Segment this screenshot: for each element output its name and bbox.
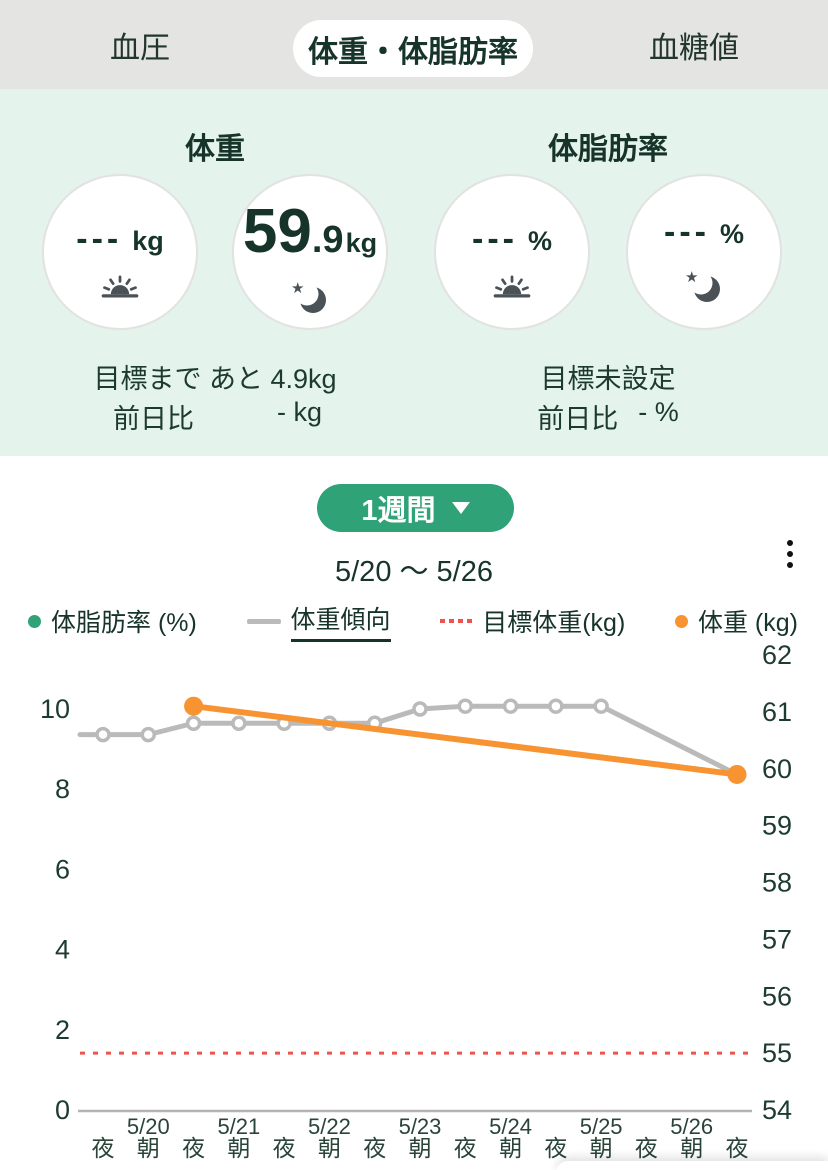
legend-item-weight[interactable]: 体重 (kg) [674, 603, 798, 639]
svg-text:5/22: 5/22 [308, 1114, 351, 1139]
bodyfat-legend-dot-icon [28, 614, 41, 628]
weight-morning-value: --- kg [76, 219, 164, 258]
svg-text:夜: 夜 [182, 1135, 205, 1161]
svg-text:56: 56 [762, 981, 792, 1011]
bodyfat-goal-status: 目標未設定 [540, 364, 676, 394]
weight-legend-dot-icon [674, 614, 688, 628]
svg-text:朝: 朝 [227, 1135, 250, 1161]
bodyfat-night-circle[interactable]: --- % ★ [626, 174, 782, 330]
svg-text:5/26: 5/26 [670, 1114, 713, 1139]
bodyfat-morning-circle[interactable]: --- % [434, 174, 590, 330]
dropdown-triangle-icon [451, 502, 470, 514]
moon-star-icon: ★ [291, 280, 326, 313]
weight-bodyfat-chart: 10 8 6 4 2 0 62 61 60 59 58 57 56 55 54 夜 5/20 朝夜 5/21 朝夜 5/… [0, 640, 828, 1170]
legend-item-bodyfat[interactable]: 体脂肪率 (%) [28, 603, 197, 639]
bottom-sheet-edge [556, 1161, 828, 1170]
sunrise-icon [101, 274, 139, 297]
svg-text:2: 2 [55, 1015, 70, 1045]
svg-text:5/23: 5/23 [399, 1114, 442, 1139]
sunrise-icon [493, 274, 531, 297]
weight-prev-day-value: - kg [276, 397, 322, 427]
weight-prev-day-label: 前日比 [113, 404, 194, 434]
tab-blood-pressure[interactable]: 血圧 [110, 31, 170, 65]
svg-text:5/20: 5/20 [127, 1114, 170, 1139]
svg-text:夜: 夜 [454, 1135, 477, 1161]
date-range-label: 5/20 〜 5/26 [335, 556, 493, 588]
svg-text:57: 57 [762, 924, 792, 954]
svg-text:朝: 朝 [408, 1135, 431, 1161]
period-selector-button[interactable]: 1週間 [317, 484, 514, 532]
svg-text:54: 54 [762, 1095, 792, 1125]
svg-text:夜: 夜 [273, 1135, 296, 1161]
bodyfat-prev-day-value: - % [638, 397, 679, 427]
svg-text:朝: 朝 [137, 1135, 160, 1161]
legend-label: 体脂肪率 (%) [51, 609, 197, 637]
svg-text:夜: 夜 [92, 1135, 115, 1161]
weight-night-circle[interactable]: 59.9 kg ★ [232, 174, 388, 330]
svg-text:夜: 夜 [725, 1135, 748, 1161]
svg-text:★: ★ [685, 269, 698, 286]
bodyfat-night-value: --- % [664, 212, 744, 251]
goal-legend-dotted-icon [440, 619, 473, 623]
svg-text:夜: 夜 [363, 1135, 386, 1161]
bodyfat-section-title: 体脂肪率 [548, 133, 668, 166]
svg-text:4: 4 [55, 935, 70, 965]
legend-item-weight-trend[interactable]: 体重傾向 [246, 600, 391, 642]
svg-text:朝: 朝 [590, 1135, 613, 1161]
svg-text:夜: 夜 [635, 1135, 658, 1161]
svg-text:0: 0 [55, 1095, 70, 1125]
svg-text:★: ★ [291, 280, 304, 297]
legend-label: 体重傾向 [290, 600, 391, 642]
svg-text:朝: 朝 [318, 1135, 341, 1161]
legend-label: 目標体重(kg) [482, 609, 626, 637]
svg-text:59: 59 [762, 811, 792, 841]
weight-section-title: 体重 [185, 133, 245, 166]
svg-text:61: 61 [762, 697, 792, 727]
period-selector-label: 1週間 [361, 495, 436, 527]
svg-text:6: 6 [55, 854, 70, 884]
svg-text:夜: 夜 [544, 1135, 567, 1161]
svg-text:5/24: 5/24 [489, 1114, 532, 1139]
tab-blood-glucose[interactable]: 血糖値 [649, 31, 739, 65]
tab-weight-bodyfat[interactable]: 体重・体脂肪率 [293, 20, 533, 77]
svg-text:8: 8 [55, 774, 70, 804]
svg-text:55: 55 [762, 1038, 792, 1068]
svg-text:5/25: 5/25 [580, 1114, 623, 1139]
svg-text:10: 10 [40, 694, 70, 724]
svg-text:62: 62 [762, 640, 792, 670]
svg-text:朝: 朝 [680, 1135, 703, 1161]
svg-text:58: 58 [762, 868, 792, 898]
metric-tabbar: 血圧 体重・体脂肪率 血糖値 [0, 0, 828, 89]
svg-text:朝: 朝 [499, 1135, 522, 1161]
weight-prev-day-row: 前日比 - kg [113, 397, 322, 436]
moon-star-icon: ★ [685, 269, 720, 302]
weight-morning-circle[interactable]: --- kg [42, 174, 198, 330]
bodyfat-prev-day-label: 前日比 [537, 404, 619, 434]
svg-text:5/21: 5/21 [217, 1114, 260, 1139]
bodyfat-morning-value: --- % [472, 219, 552, 258]
kebab-menu-icon[interactable] [782, 538, 798, 570]
trend-legend-line-icon [246, 618, 281, 624]
weight-goal-remaining: 目標まで あと 4.9kg [93, 364, 337, 394]
weight-night-value: 59.9 kg [242, 197, 378, 266]
svg-text:60: 60 [762, 754, 792, 784]
chart-legend: 体脂肪率 (%) 体重傾向 目標体重(kg) 体重 (kg) [28, 600, 798, 642]
legend-item-goal-weight[interactable]: 目標体重(kg) [440, 603, 625, 639]
legend-label: 体重 (kg) [697, 609, 798, 637]
bodyfat-prev-day-row: 前日比 - % [433, 397, 783, 436]
